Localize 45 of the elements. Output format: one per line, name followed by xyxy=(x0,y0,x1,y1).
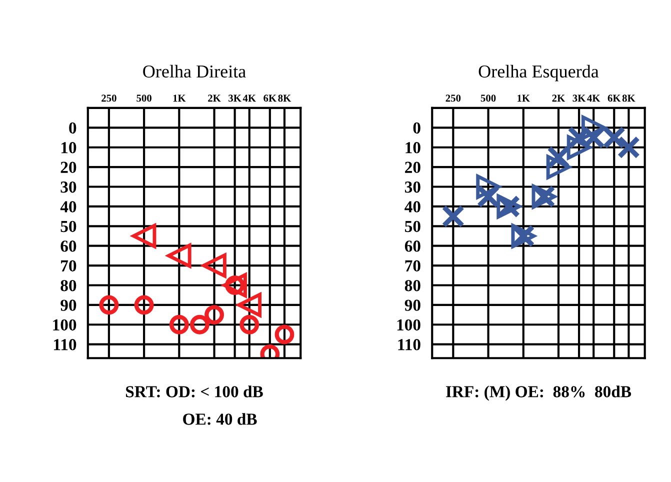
y-tick-label: 110 xyxy=(398,339,420,350)
x-tick-label: 1K xyxy=(518,94,530,102)
x-tick-label: 1K xyxy=(173,94,186,102)
y-tick-label: 50 xyxy=(60,220,76,232)
text: SRT: OD: < 100 dB xyxy=(126,386,263,398)
y-tick-label: 0 xyxy=(69,122,76,134)
y-tick-label: 80 xyxy=(60,280,76,292)
y-tick-label: 70 xyxy=(61,260,76,272)
y-tick-label: 40 xyxy=(60,201,76,212)
y-tick-label: 60 xyxy=(60,240,76,252)
y-tick-label: 80 xyxy=(404,280,420,292)
y-tick-label: 10 xyxy=(406,142,420,154)
x-tick-label: 6K xyxy=(264,94,276,102)
x-tick-label: 2K xyxy=(552,94,566,102)
x-tick-label: 3K xyxy=(228,94,242,102)
chart-title: Orelha Esquerda xyxy=(478,64,599,82)
y-tick-label: 100 xyxy=(53,319,76,331)
x-tick-label: 250 xyxy=(102,94,116,102)
y-tick-label: 90 xyxy=(60,300,76,311)
x-tick-label: 4K xyxy=(242,94,256,102)
y-tick-label: 40 xyxy=(404,201,420,212)
x-tick-label: 500 xyxy=(480,94,496,102)
y-tick-label: 10 xyxy=(61,142,76,154)
x-tick-label: 3K xyxy=(572,94,586,102)
y-tick-label: 50 xyxy=(405,220,420,232)
y-tick-label: 20 xyxy=(60,162,76,174)
x-tick-label: 8K xyxy=(622,94,636,102)
x-tick-label: 4K xyxy=(587,94,600,102)
x-tick-label: 2K xyxy=(208,94,221,102)
y-tick-label: 110 xyxy=(54,339,76,350)
y-tick-label: 100 xyxy=(397,319,420,331)
x-tick-label: 500 xyxy=(136,94,152,102)
x-tick-label: 8K xyxy=(278,94,292,102)
y-tick-label: 60 xyxy=(404,240,420,252)
y-tick-label: 20 xyxy=(405,162,420,174)
chart-title: Orelha Direita xyxy=(143,64,246,78)
y-tick-label: 90 xyxy=(404,300,420,311)
text: IRF: (M) OE: 88% 80dB xyxy=(446,386,632,401)
y-tick-label: 0 xyxy=(413,122,420,134)
x-tick-label: 6K xyxy=(608,94,621,102)
y-tick-label: 30 xyxy=(60,181,76,193)
y-tick-label: 30 xyxy=(404,181,420,193)
y-tick-label: 70 xyxy=(405,260,420,272)
x-tick-label: 250 xyxy=(446,94,461,102)
text: OE: 40 dB xyxy=(183,413,257,425)
